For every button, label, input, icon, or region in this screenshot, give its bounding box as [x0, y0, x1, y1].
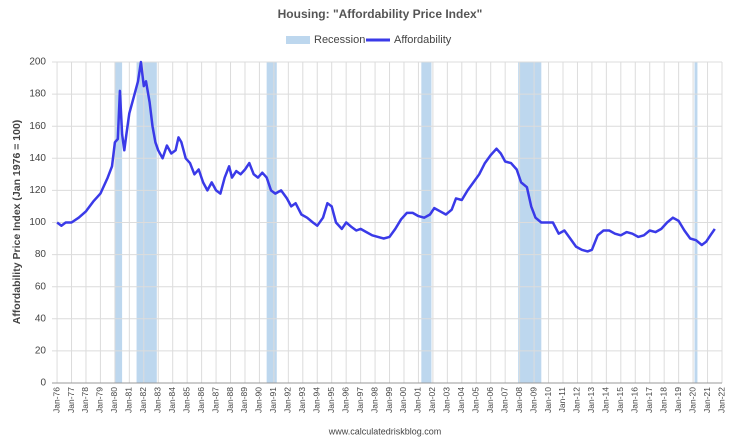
- x-tick-label: Jan-20: [687, 387, 697, 413]
- x-tick-label: Jan-02: [427, 387, 437, 413]
- x-tick-label: Jan-88: [225, 387, 235, 413]
- x-tick-label: Jan-87: [210, 387, 220, 413]
- x-tick-label: Jan-12: [572, 387, 582, 413]
- x-tick-label: Jan-82: [138, 387, 148, 413]
- x-tick-label: Jan-89: [239, 387, 249, 413]
- legend-swatch: [286, 36, 310, 44]
- source: www.calculatedriskblog.com: [328, 426, 442, 436]
- x-tick-label: Jan-98: [369, 387, 379, 413]
- x-tick-label: Jan-13: [586, 387, 596, 413]
- x-tick-label: Jan-15: [615, 387, 625, 413]
- x-tick-label: Jan-84: [167, 387, 177, 413]
- y-tick-label: 100: [29, 217, 46, 228]
- x-tick-label: Jan-79: [95, 387, 105, 413]
- y-tick-label: 0: [40, 378, 46, 389]
- x-tick-label: Jan-04: [456, 387, 466, 413]
- x-tick-label: Jan-16: [630, 387, 640, 413]
- y-tick-label: 60: [35, 281, 47, 292]
- x-tick-label: Jan-11: [557, 387, 567, 413]
- y-tick-label: 80: [35, 249, 47, 260]
- x-tick-label: Jan-17: [644, 387, 654, 413]
- chart-title: Housing: "Affordability Price Index": [278, 7, 483, 21]
- x-tick-label: Jan-14: [601, 387, 611, 413]
- x-tick-label: Jan-92: [283, 387, 293, 413]
- x-tick-label: Jan-85: [181, 387, 191, 413]
- x-tick-label: Jan-21: [702, 387, 712, 413]
- x-tick-label: Jan-93: [297, 387, 307, 413]
- x-tick-label: Jan-07: [499, 387, 509, 413]
- y-tick-label: 180: [29, 89, 46, 100]
- x-tick-label: Jan-22: [716, 387, 726, 413]
- y-tick-label: 120: [29, 185, 46, 196]
- x-tick-label: Jan-05: [471, 387, 481, 413]
- x-tick-label: Jan-81: [124, 387, 134, 413]
- x-tick-label: Jan-83: [152, 387, 162, 413]
- x-tick-label: Jan-80: [109, 387, 119, 413]
- x-tick-label: Jan-19: [673, 387, 683, 413]
- affordability-line: [56, 60, 716, 253]
- y-tick-label: 20: [35, 346, 47, 357]
- x-tick-label: Jan-08: [514, 387, 524, 413]
- x-tick-label: Jan-09: [528, 387, 538, 413]
- x-tick-label: Jan-78: [80, 387, 90, 413]
- x-tick-label: Jan-95: [326, 387, 336, 413]
- x-tick-label: Jan-91: [268, 387, 278, 413]
- x-tick-label: Jan-00: [398, 387, 408, 413]
- y-tick-label: 140: [29, 153, 46, 164]
- y-tick-label: 200: [29, 57, 46, 68]
- x-tick-label: Jan-99: [384, 387, 394, 413]
- x-tick-label: Jan-96: [340, 387, 350, 413]
- x-tick-label: Jan-97: [355, 387, 365, 413]
- x-tick-label: Jan-18: [658, 387, 668, 413]
- x-tick-label: Jan-77: [66, 387, 76, 413]
- x-tick-label: Jan-86: [196, 387, 206, 413]
- x-tick-label: Jan-90: [254, 387, 264, 413]
- x-tick-label: Jan-76: [51, 387, 61, 413]
- y-axis-label: Affordability Price Index (Jan 1976 = 10…: [11, 120, 23, 325]
- y-tick-label: 40: [35, 313, 47, 324]
- x-tick-label: Jan-06: [485, 387, 495, 413]
- x-tick-label: Jan-01: [413, 387, 423, 413]
- legend-label: Affordability: [394, 34, 452, 46]
- y-tick-label: 160: [29, 121, 46, 132]
- legend-label: Recession: [314, 34, 365, 46]
- x-tick-label: Jan-94: [312, 387, 322, 413]
- x-tick-label: Jan-10: [543, 387, 553, 413]
- x-tick-label: Jan-03: [442, 387, 452, 413]
